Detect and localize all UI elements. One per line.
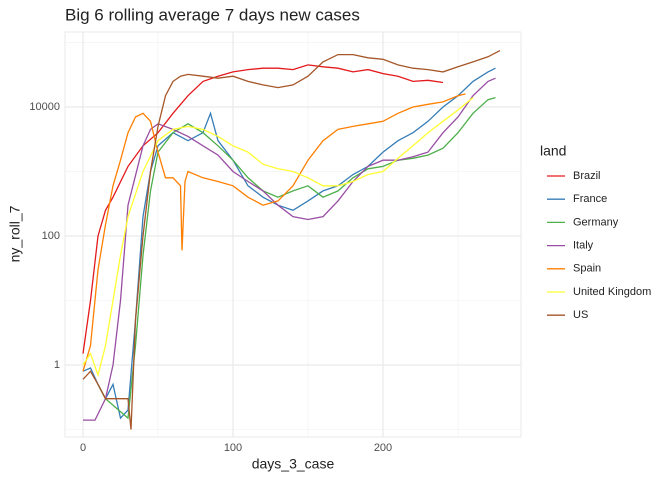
series-line	[82, 97, 474, 378]
legend-title: land	[540, 143, 566, 159]
plot-lines	[82, 50, 501, 430]
x-tick-label: 100	[224, 442, 242, 454]
legend-label: Brazil	[573, 170, 601, 182]
legend-label: Italy	[573, 240, 594, 252]
series-line	[83, 77, 496, 421]
legend-label: France	[573, 193, 607, 205]
series-line	[82, 50, 501, 430]
x-tick-label: 200	[374, 442, 392, 454]
legend-label: Germany	[573, 216, 619, 228]
y-tick-label: 1	[54, 359, 60, 371]
plot-background	[64, 31, 522, 438]
y-tick-label: 10000	[29, 101, 60, 113]
series-line	[82, 64, 444, 354]
legend-label: Spain	[573, 263, 601, 275]
y-axis-title: ny_roll_7	[7, 205, 23, 262]
series-line	[82, 93, 466, 372]
chart-title: Big 6 rolling average 7 days new cases	[65, 5, 360, 24]
y-tick-label: 100	[42, 230, 60, 242]
x-axis-title: days_3_case	[252, 456, 335, 472]
x-tick-label: 0	[80, 442, 86, 454]
series-line	[82, 67, 496, 420]
legend-label: US	[573, 309, 588, 321]
legend-label: United Kingdom	[573, 286, 651, 298]
